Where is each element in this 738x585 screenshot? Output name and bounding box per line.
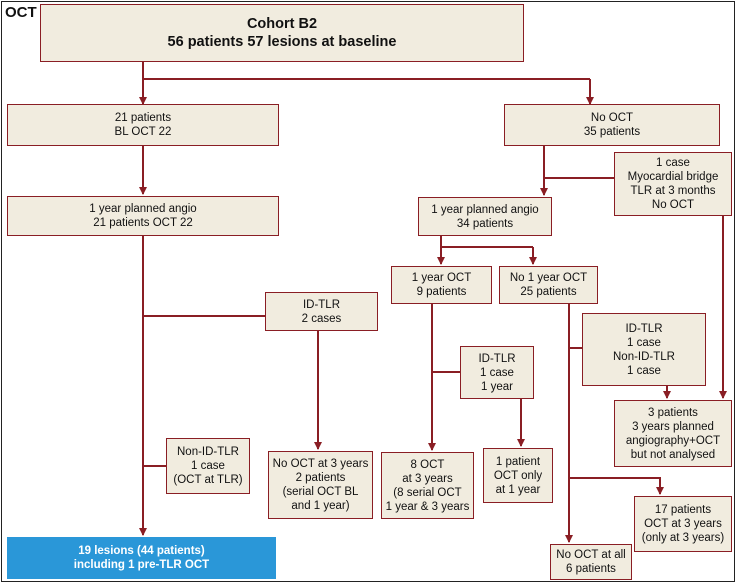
no-oct-at-all-box: No OCT at all 6 patients [550,544,632,580]
no-one-year-oct-box: No 1 year OCT 25 patients [499,266,598,304]
result-box: 19 lesions (44 patients) including 1 pre-… [7,537,276,579]
planned-angio-no-oct-box: 1 year planned angio 34 patients [418,197,552,236]
box-text-line: ID-TLR [478,352,516,365]
box-text-line: 3 years planned [632,420,714,433]
corner-label: OCT [5,4,37,21]
box-text-line: No OCT [590,112,634,124]
box-text-line: ID-TLR [625,322,663,335]
planned-angio-oct-box: 1 year planned angio 21 patients OCT 22 [7,196,279,236]
non-id-tlr-box: Non-ID-TLR 1 case (OCT at TLR) [166,438,250,494]
box-text-line: but not analysed [630,448,716,461]
box-text-line: 1 case [480,366,514,379]
box-text-line: 21 patients OCT 22 [93,217,193,229]
box-text-line: 1 case [656,157,690,169]
box-text-line: No 1 year OCT [509,272,588,284]
box-text-line: OCT only [493,469,543,482]
no-oct-3-years-box: No OCT at 3 years 2 patients (serial OCT B… [268,451,373,519]
box-text-line: 1 year planned angio [431,203,539,216]
box-text-line: 1 patient [495,455,541,468]
box-text-line: Cohort B2 [246,16,318,32]
box-text-line: 19 lesions (44 patients) [78,545,205,557]
box-text-line: Myocardial bridge [627,171,719,183]
box-text-line: 2 cases [301,312,342,325]
box-text-line: and 1 year) [291,500,350,512]
connector-cohort-split [142,62,590,80]
box-text-line: (OCT at TLR) [173,474,243,486]
box-text-line: 35 patients [583,126,641,138]
box-text-line: 1 year OCT [411,272,472,284]
box-text-line: (only at 3 years) [641,532,725,544]
box-text-line: (serial OCT BL [282,486,359,498]
box-text-line: 6 patients [566,563,616,575]
id-tlr-nonid-box: ID-TLR 1 case Non-ID-TLR 1 case [582,313,706,386]
no-oct-arm-box: No OCT 35 patients [504,104,720,146]
seventeen-patients-box: 17 patients OCT at 3 years (only at 3 year… [634,496,732,552]
box-text-line: 56 patients 57 lesions at baseline [167,34,397,50]
box-text-line: 1 case [191,460,225,472]
box-text-line: 1 year [481,380,513,393]
id-tlr-one-year-box: ID-TLR 1 case 1 year [460,346,534,399]
box-text-line: OCT at 3 years [644,518,722,530]
box-text-line: No OCT [651,199,695,211]
box-text-line: 8 OCT [410,458,445,471]
box-text-line: 17 patients [654,504,712,516]
box-text-line: 1 case [627,336,661,349]
connector-to-seventeen [569,477,664,495]
box-text-line: Non-ID-TLR [613,350,675,363]
box-text-line: 1 year & 3 years [385,500,470,513]
oct-arm-box: 21 patients BL OCT 22 [7,104,279,146]
box-text-line: at 1 year [495,483,541,496]
box-text-line: No OCT at all [556,549,626,561]
box-text-line: 1 year planned angio [89,203,197,215]
myocardial-bridge-box: 1 case Myocardial bridge TLR at 3 months No… [614,152,732,216]
id-tlr-two-cases-box: ID-TLR 2 cases [265,292,378,331]
box-text-line: 1 case [627,364,661,377]
box-text-line: including 1 pre-TLR OCT [73,559,210,571]
box-text-line: 2 patients [295,472,346,484]
box-text-line: 3 patients [648,406,698,419]
box-text-line: Non-ID-TLR [177,446,239,458]
not-analysed-box: 3 patients 3 years planned angiography+OCT… [614,400,732,467]
one-patient-oct-box: 1 patient OCT only at 1 year [483,448,553,503]
box-text-line: BL OCT 22 [114,126,172,138]
box-text-line: (8 serial OCT [393,486,462,499]
one-year-oct-box: 1 year OCT 9 patients [391,266,492,304]
box-text-line: No OCT at 3 years [272,458,369,470]
box-text-line: angiography+OCT [625,434,721,447]
box-text-line: ID-TLR [302,298,341,311]
box-text-line: 9 patients [416,286,467,298]
cohort-box: Cohort B2 56 patients 57 lesions at basel… [40,4,524,62]
eight-oct-box: 8 OCT at 3 years (8 serial OCT 1 year & 3 y… [381,452,474,519]
connector-angio-split [440,236,533,248]
box-text-line: 25 patients [520,286,577,298]
box-text-line: 34 patients [456,217,514,230]
box-text-line: at 3 years [402,472,453,485]
box-text-line: TLR at 3 months [630,185,716,197]
box-text-line: 21 patients [114,112,172,124]
